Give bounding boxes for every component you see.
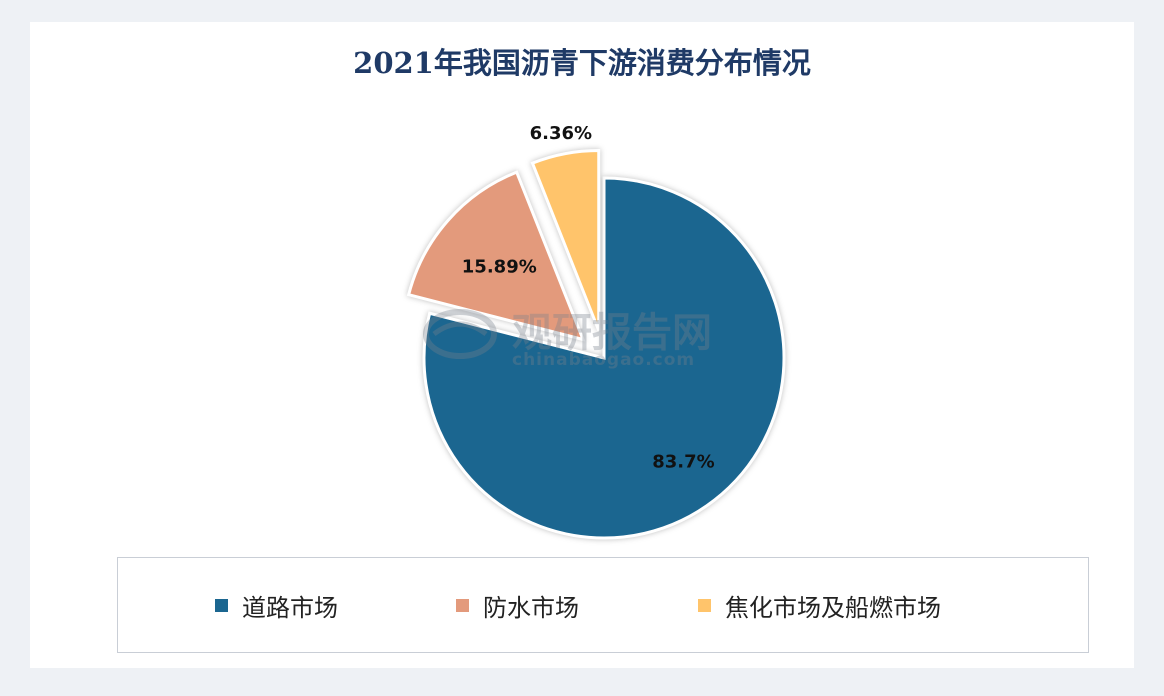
legend-label-waterproof: 防水市场 <box>483 594 579 622</box>
slice-road <box>422 176 786 540</box>
legend-swatch-coking <box>698 599 711 612</box>
data-label-coking: 6.36% <box>530 123 592 144</box>
slice-waterproof <box>406 170 586 342</box>
legend: 道路市场 防水市场 焦化市场及船燃市场 <box>117 557 1089 653</box>
legend-label-road: 道路市场 <box>242 594 338 622</box>
legend-item-waterproof: 防水市场 <box>456 588 579 623</box>
data-label-waterproof: 15.89% <box>462 257 537 278</box>
legend-swatch-waterproof <box>456 599 469 612</box>
data-label-road: 83.7% <box>652 451 714 472</box>
legend-swatch-road <box>215 599 228 612</box>
legend-item-road: 道路市场 <box>215 588 338 623</box>
legend-item-coking: 焦化市场及船燃市场 <box>698 588 941 623</box>
legend-label-coking: 焦化市场及船燃市场 <box>725 594 941 622</box>
slice-coking <box>530 148 601 332</box>
chart-title: 2021年我国沥青下游消费分布情况 <box>353 46 811 80</box>
